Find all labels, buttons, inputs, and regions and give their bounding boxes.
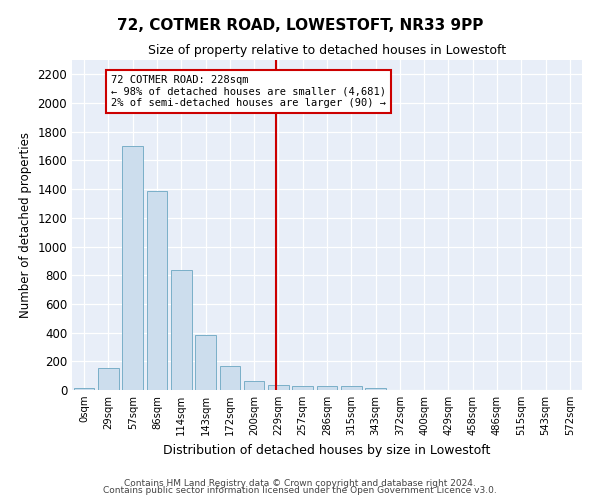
Bar: [292, 386, 313, 390]
Bar: [98, 368, 119, 390]
Bar: [268, 385, 289, 390]
Bar: [171, 270, 191, 390]
Bar: [341, 386, 362, 390]
Bar: [122, 146, 143, 390]
Bar: [365, 388, 386, 390]
Text: Contains HM Land Registry data © Crown copyright and database right 2024.: Contains HM Land Registry data © Crown c…: [124, 478, 476, 488]
Bar: [244, 380, 265, 390]
Bar: [74, 388, 94, 390]
Bar: [146, 190, 167, 390]
Title: Size of property relative to detached houses in Lowestoft: Size of property relative to detached ho…: [148, 44, 506, 58]
Text: 72, COTMER ROAD, LOWESTOFT, NR33 9PP: 72, COTMER ROAD, LOWESTOFT, NR33 9PP: [117, 18, 483, 32]
Text: 72 COTMER ROAD: 228sqm
← 98% of detached houses are smaller (4,681)
2% of semi-d: 72 COTMER ROAD: 228sqm ← 98% of detached…: [111, 75, 386, 108]
Bar: [317, 386, 337, 390]
X-axis label: Distribution of detached houses by size in Lowestoft: Distribution of detached houses by size …: [163, 444, 491, 456]
Text: Contains public sector information licensed under the Open Government Licence v3: Contains public sector information licen…: [103, 486, 497, 495]
Bar: [220, 366, 240, 390]
Bar: [195, 335, 216, 390]
Y-axis label: Number of detached properties: Number of detached properties: [19, 132, 32, 318]
